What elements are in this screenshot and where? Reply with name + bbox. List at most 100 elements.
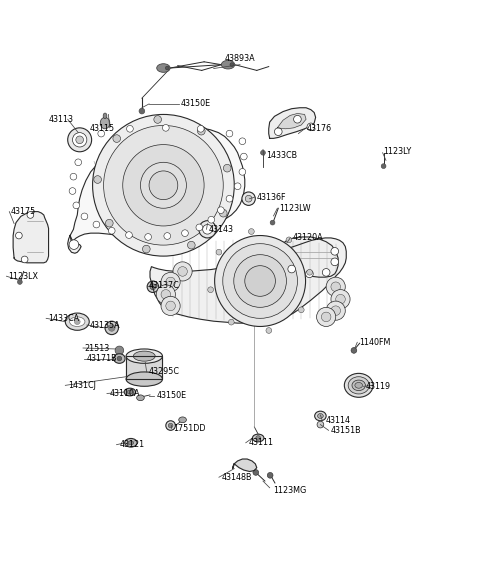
Ellipse shape [228, 319, 234, 325]
Ellipse shape [103, 113, 107, 119]
Text: 43111: 43111 [249, 438, 274, 447]
Ellipse shape [317, 307, 336, 327]
Ellipse shape [165, 66, 169, 70]
Polygon shape [150, 238, 346, 323]
Ellipse shape [307, 123, 315, 131]
Ellipse shape [147, 281, 158, 292]
Ellipse shape [164, 233, 170, 239]
Text: 43171B: 43171B [87, 354, 118, 363]
Ellipse shape [331, 306, 340, 315]
Text: 43110A: 43110A [110, 389, 140, 398]
Ellipse shape [179, 417, 186, 423]
Ellipse shape [344, 373, 373, 397]
Polygon shape [233, 459, 257, 472]
Ellipse shape [161, 289, 170, 299]
Ellipse shape [336, 294, 345, 304]
Ellipse shape [127, 390, 133, 394]
Ellipse shape [245, 266, 276, 296]
Ellipse shape [230, 63, 234, 66]
Ellipse shape [318, 414, 323, 418]
Ellipse shape [226, 196, 233, 202]
Ellipse shape [275, 128, 282, 135]
Text: 1751DD: 1751DD [173, 424, 205, 433]
Ellipse shape [108, 228, 115, 234]
Ellipse shape [21, 256, 28, 263]
Ellipse shape [188, 241, 195, 249]
Polygon shape [68, 235, 81, 253]
Ellipse shape [245, 196, 252, 202]
Ellipse shape [106, 219, 113, 227]
Ellipse shape [181, 230, 188, 237]
Ellipse shape [117, 356, 122, 361]
Ellipse shape [208, 287, 214, 293]
Ellipse shape [93, 221, 100, 228]
Ellipse shape [157, 64, 170, 72]
Ellipse shape [139, 108, 145, 114]
Ellipse shape [323, 269, 330, 276]
Text: 43148B: 43148B [222, 473, 252, 482]
Ellipse shape [161, 273, 180, 292]
Ellipse shape [81, 213, 88, 220]
Text: 43151B: 43151B [331, 426, 361, 435]
Ellipse shape [239, 169, 246, 175]
Ellipse shape [98, 130, 105, 137]
Ellipse shape [256, 436, 261, 441]
Ellipse shape [326, 277, 345, 296]
Ellipse shape [114, 353, 125, 363]
Ellipse shape [270, 220, 275, 225]
Ellipse shape [105, 321, 119, 334]
Text: 1123LW: 1123LW [279, 204, 311, 213]
Ellipse shape [288, 265, 296, 273]
Ellipse shape [331, 282, 340, 292]
Ellipse shape [240, 153, 247, 160]
Ellipse shape [69, 240, 79, 250]
Ellipse shape [317, 422, 324, 428]
Ellipse shape [128, 441, 134, 445]
Ellipse shape [168, 423, 173, 428]
Ellipse shape [126, 349, 162, 363]
Polygon shape [278, 237, 338, 277]
Ellipse shape [234, 255, 287, 307]
Ellipse shape [70, 173, 77, 180]
Ellipse shape [125, 438, 137, 447]
Ellipse shape [161, 296, 180, 315]
Text: 43136F: 43136F [257, 193, 286, 202]
Text: 43113: 43113 [48, 115, 73, 124]
Text: 43150E: 43150E [156, 391, 186, 400]
Polygon shape [269, 108, 316, 138]
Ellipse shape [286, 237, 292, 243]
Ellipse shape [150, 284, 156, 289]
Ellipse shape [197, 125, 204, 132]
Ellipse shape [166, 421, 175, 430]
Ellipse shape [215, 235, 306, 327]
Ellipse shape [178, 266, 187, 276]
Ellipse shape [123, 144, 204, 226]
Ellipse shape [216, 250, 222, 255]
Ellipse shape [156, 285, 175, 304]
Ellipse shape [351, 347, 357, 353]
Text: 43115: 43115 [89, 124, 114, 133]
Text: 43893A: 43893A [225, 54, 255, 64]
Ellipse shape [252, 434, 264, 442]
Ellipse shape [74, 319, 80, 324]
Ellipse shape [162, 125, 169, 131]
Ellipse shape [149, 171, 178, 200]
Ellipse shape [322, 312, 331, 321]
Ellipse shape [331, 258, 338, 266]
Ellipse shape [113, 135, 120, 142]
Text: 21513: 21513 [84, 343, 110, 352]
Ellipse shape [261, 151, 265, 155]
Polygon shape [277, 114, 306, 129]
Ellipse shape [73, 202, 80, 209]
Ellipse shape [315, 411, 326, 421]
Text: 1123LY: 1123LY [384, 147, 412, 156]
Ellipse shape [331, 289, 350, 309]
Ellipse shape [93, 115, 234, 256]
Ellipse shape [65, 313, 89, 330]
Ellipse shape [242, 192, 255, 205]
Ellipse shape [219, 210, 227, 217]
Ellipse shape [199, 221, 216, 238]
Ellipse shape [267, 473, 273, 478]
Ellipse shape [154, 116, 161, 123]
Ellipse shape [104, 125, 223, 245]
